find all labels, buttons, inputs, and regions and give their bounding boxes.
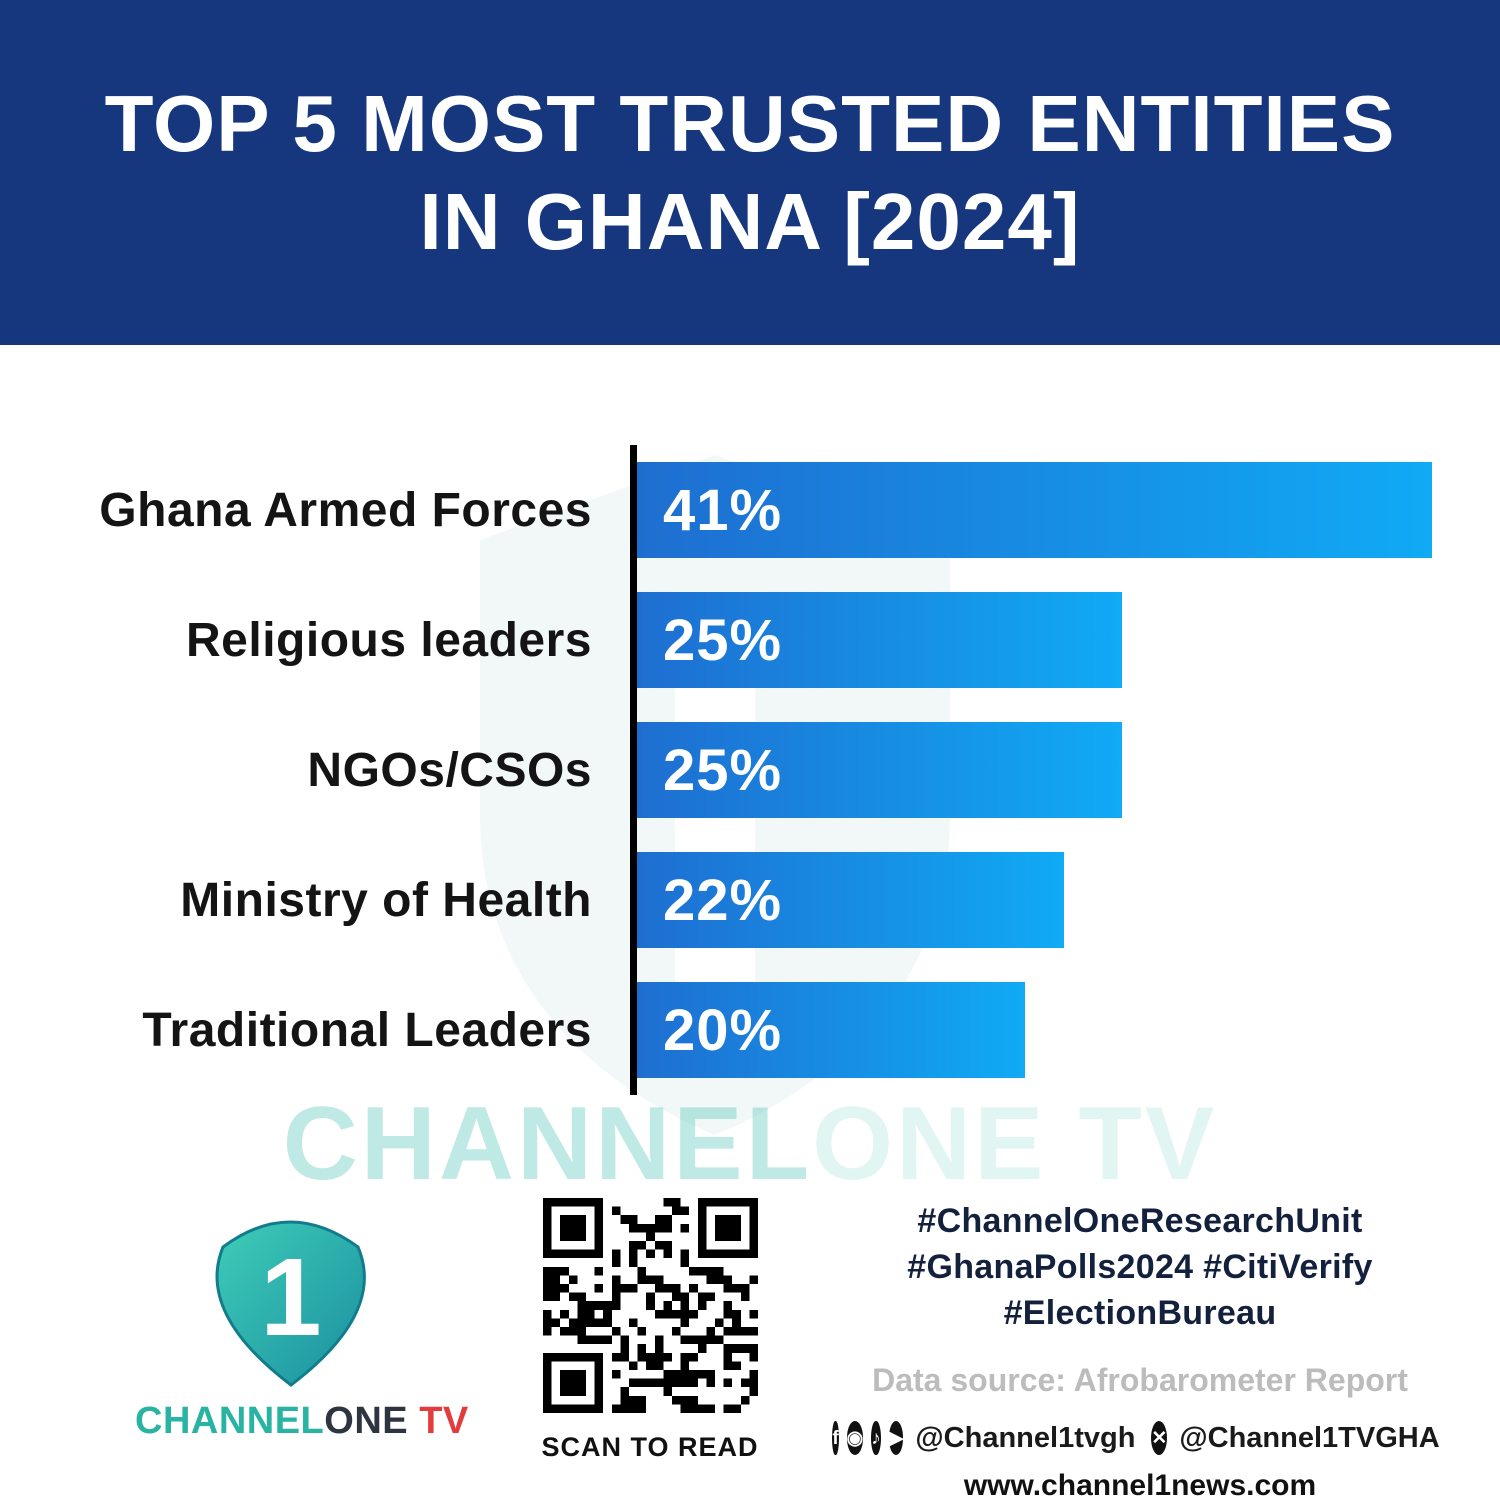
social-row: f ◉ ♪ ▶ @Channel1tvgh ✕ @Channel1TVGHA	[832, 1421, 1440, 1455]
bar: 25%	[637, 722, 1122, 818]
bar-value: 41%	[663, 477, 783, 543]
bar-row: NGOs/CSOs 25%	[0, 705, 1500, 835]
bar-track: 41%	[630, 445, 1500, 575]
channel-one-logo-text: CHANNELONE TV	[135, 1400, 468, 1443]
website-url: www.channel1news.com	[963, 1469, 1317, 1502]
svg-text:1: 1	[260, 1236, 321, 1359]
social-handle-1: @Channel1tvgh	[915, 1421, 1136, 1454]
bar-label: Traditional Leaders	[142, 1003, 592, 1057]
bar-row: Traditional Leaders 20%	[0, 965, 1500, 1095]
bar-label: Ghana Armed Forces	[99, 483, 592, 537]
bar: 20%	[637, 982, 1025, 1078]
page-title-line-1: TOP 5 MOST TRUSTED ENTITIES	[104, 78, 1396, 168]
youtube-icon: ▶	[888, 1421, 904, 1455]
bar-value: 22%	[663, 867, 783, 933]
bar-chart-rows: Ghana Armed Forces 41% Religious leaders 25…	[0, 445, 1500, 1095]
footer-right-block: #ChannelOneResearchUnit #GhanaPolls2024 …	[832, 1198, 1440, 1503]
hashtags: #ChannelOneResearchUnit #GhanaPolls2024 …	[855, 1198, 1425, 1336]
channel-one-logo-block: 1 CHANNELONE TV	[135, 1195, 468, 1443]
bar-row: Ghana Armed Forces 41%	[0, 445, 1500, 575]
hashtag-line-2: #GhanaPolls2024 #CitiVerify	[907, 1248, 1373, 1286]
qr-block: SCAN TO READ	[540, 1198, 760, 1463]
bar-chart: Ghana Armed Forces 41% Religious leaders 25…	[0, 445, 1500, 1095]
bar-value: 25%	[663, 607, 783, 673]
hashtag-line-3: #ElectionBureau	[1003, 1294, 1277, 1332]
logo-text-channel: CHANNEL	[135, 1400, 325, 1442]
bar-label: Ministry of Health	[180, 873, 592, 927]
logo-text-one: ONE	[324, 1400, 409, 1442]
channel-one-logo-icon: 1	[215, 1220, 366, 1387]
page-title-line-2: IN GHANA [2024]	[419, 176, 1081, 266]
data-source-label: Data source: Afrobarometer Report	[872, 1362, 1408, 1398]
bar-row: Religious leaders 25%	[0, 575, 1500, 705]
bar-track: 25%	[630, 705, 1500, 835]
instagram-icon: ◉	[846, 1421, 864, 1455]
bar-track: 25%	[630, 575, 1500, 705]
bar-track: 20%	[630, 965, 1500, 1095]
tiktok-icon: ♪	[871, 1421, 881, 1455]
bar-label: Religious leaders	[186, 613, 592, 667]
bar-row: Ministry of Health 22%	[0, 835, 1500, 965]
x-icon: ✕	[1151, 1421, 1168, 1455]
bar: 22%	[637, 852, 1064, 948]
qr-code	[542, 1198, 758, 1413]
bar-value: 20%	[663, 997, 783, 1063]
bar-value: 25%	[663, 737, 783, 803]
bar: 41%	[637, 462, 1432, 558]
bar-track: 22%	[630, 835, 1500, 965]
facebook-icon: f	[832, 1421, 839, 1455]
header-banner: TOP 5 MOST TRUSTED ENTITIES IN GHANA [20…	[0, 0, 1500, 345]
qr-caption: SCAN TO READ	[541, 1432, 759, 1462]
bar: 25%	[637, 592, 1122, 688]
bar-label: NGOs/CSOs	[307, 743, 592, 797]
logo-text-tv: TV	[408, 1400, 469, 1442]
hashtag-line-1: #ChannelOneResearchUnit	[917, 1202, 1363, 1240]
social-handle-2: @Channel1TVGHA	[1179, 1421, 1440, 1454]
